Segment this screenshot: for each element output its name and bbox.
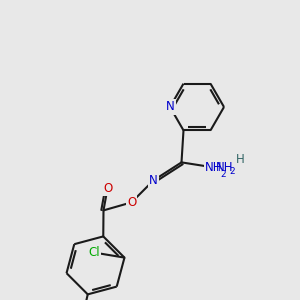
Text: 2: 2 bbox=[230, 167, 235, 176]
Text: H: H bbox=[236, 153, 244, 166]
Text: NH: NH bbox=[205, 161, 222, 174]
Text: Cl: Cl bbox=[89, 246, 100, 259]
Text: 2: 2 bbox=[221, 170, 226, 179]
Text: O: O bbox=[103, 182, 112, 195]
Text: NH: NH bbox=[215, 161, 233, 174]
Text: N: N bbox=[166, 100, 174, 113]
Text: O: O bbox=[127, 196, 136, 209]
Text: N: N bbox=[149, 174, 158, 187]
